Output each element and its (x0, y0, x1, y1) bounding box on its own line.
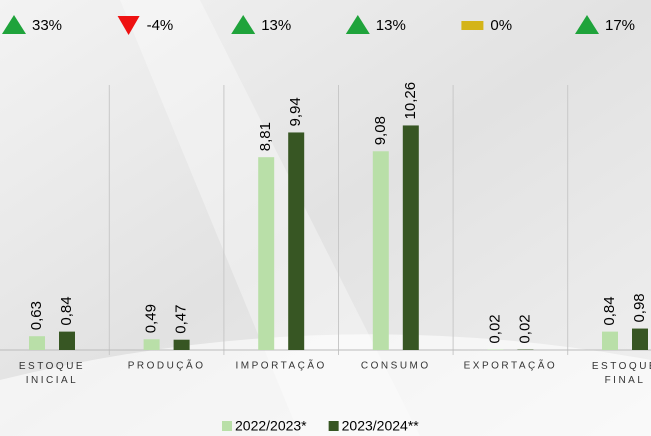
value-label: 0,63 (28, 301, 45, 330)
value-label: 8,81 (257, 122, 274, 151)
bar (258, 157, 274, 350)
chart: ESTOQUEINICIAL0,630,8433%PRODUÇÃO0,490,4… (0, 0, 651, 436)
flat-marker (461, 21, 483, 30)
bar (59, 332, 75, 350)
legend-swatch (329, 421, 339, 431)
change-label: 33% (32, 17, 62, 34)
value-label: 10,26 (402, 82, 419, 120)
change-label: 13% (376, 17, 406, 34)
x-tick-label: EXPORTAÇÃO (464, 359, 558, 372)
value-label: 9,08 (372, 116, 389, 145)
value-label: 0,02 (516, 314, 533, 343)
x-tick-label: CONSUMO (361, 361, 431, 372)
bar (144, 339, 160, 350)
change-label: 13% (261, 17, 291, 34)
page: ESTOQUEINICIAL0,630,8433%PRODUÇÃO0,490,4… (0, 0, 651, 436)
value-label: 0,98 (631, 293, 648, 322)
bar (632, 329, 648, 350)
bar (29, 336, 45, 350)
bar (602, 332, 618, 350)
bar (288, 132, 304, 350)
value-label: 0,47 (173, 305, 190, 334)
value-label: 0,02 (486, 314, 503, 343)
value-label: 0,84 (58, 296, 75, 325)
value-label: 0,49 (143, 304, 160, 333)
legend-label: 2023/2024** (342, 418, 420, 434)
x-tick-label: IMPORTAÇÃO (236, 359, 327, 372)
value-label: 9,94 (287, 97, 304, 126)
legend-swatch (222, 421, 232, 431)
bar (373, 151, 389, 350)
change-label: 0% (490, 17, 512, 34)
value-label: 0,84 (601, 296, 618, 325)
change-label: -4% (147, 17, 174, 34)
legend-label: 2022/2023* (235, 418, 307, 434)
bar (403, 125, 419, 350)
x-tick-label: PRODUÇÃO (128, 359, 206, 372)
bar (174, 340, 190, 350)
change-label: 17% (605, 17, 635, 34)
